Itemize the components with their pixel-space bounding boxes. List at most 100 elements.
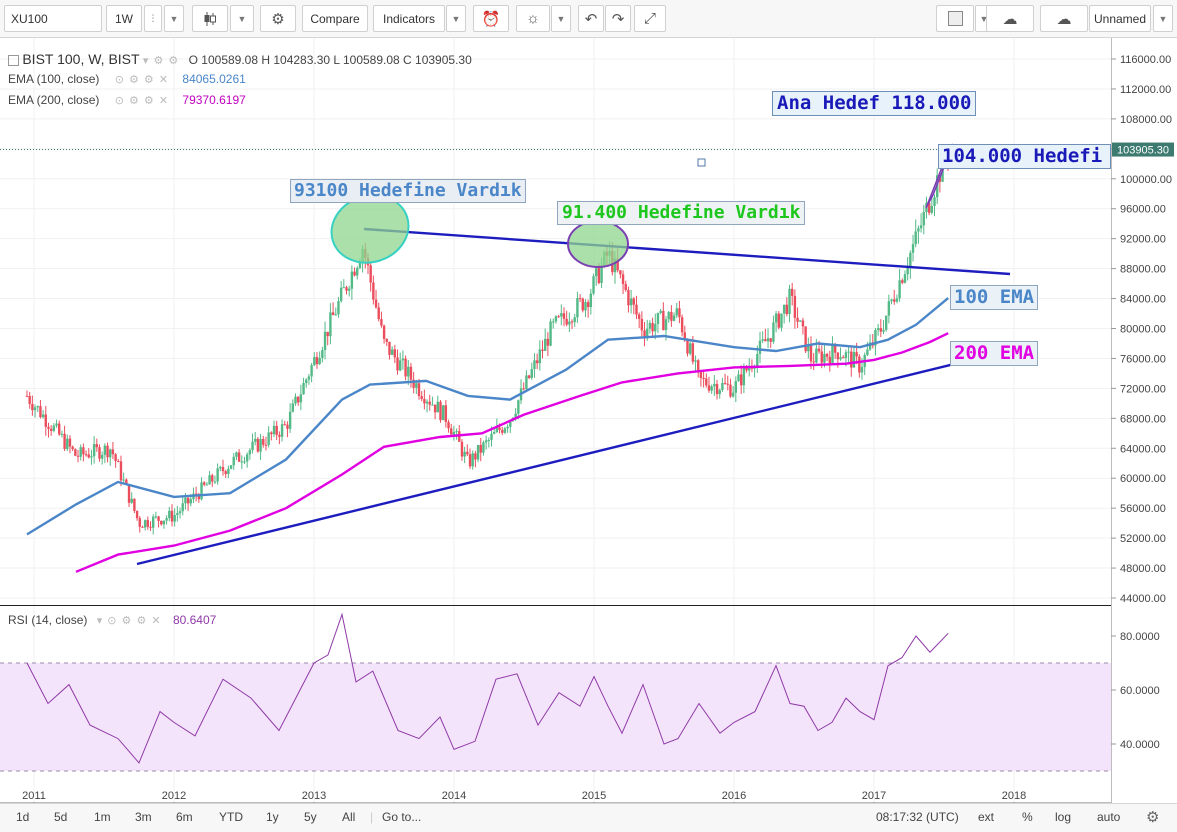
range-5d[interactable]: 5d xyxy=(54,810,68,824)
interval-more-icon[interactable]: ⋮ xyxy=(144,5,162,32)
interval-button[interactable]: 1W xyxy=(106,5,142,32)
candle-body xyxy=(876,328,880,331)
percent-toggle[interactable]: % xyxy=(1022,810,1033,824)
annotation-main-target[interactable]: Ana Hedef 118.000 xyxy=(772,91,977,116)
annotation-ema200[interactable]: 200 EMA xyxy=(950,341,1039,366)
candle-body xyxy=(58,423,61,435)
annotation-104000[interactable]: 104.000 Hedefi xyxy=(938,144,1111,169)
chart-area[interactable]: 44000.00 48000.00 52000.00 56000.00 60000.00… xyxy=(0,38,1177,803)
alarm-clock-icon[interactable]: ⏰ xyxy=(473,5,509,32)
candle-body xyxy=(731,392,735,397)
ema100-settings-icon[interactable]: ⊙ ⚙ ⚙ ✕ xyxy=(114,74,170,86)
price-tick-label: 108000.00 xyxy=(1120,114,1172,126)
color-square-icon[interactable] xyxy=(936,5,974,32)
range-3m[interactable]: 3m xyxy=(135,810,152,824)
candle-body xyxy=(503,428,507,433)
price-tick-label: 100000.00 xyxy=(1120,174,1172,186)
candle-body xyxy=(423,398,426,404)
rsi-axis[interactable]: 40.0000 60.0000 80.0000 xyxy=(1111,631,1160,751)
candle-body xyxy=(785,304,789,315)
cloud-upload-icon[interactable]: ☁ xyxy=(1040,5,1088,32)
range-6m[interactable]: 6m xyxy=(176,810,193,824)
indicators-button[interactable]: Indicators xyxy=(373,5,445,32)
candle-body xyxy=(509,420,512,427)
auto-toggle[interactable]: auto xyxy=(1097,810,1121,824)
ideas-dropdown-icon[interactable]: ▼ xyxy=(551,5,571,32)
rsi-settings-icon[interactable]: ▾ ⊙ ⚙ ⚙ ✕ xyxy=(96,615,162,627)
log-toggle[interactable]: log xyxy=(1055,810,1072,824)
range-ytd[interactable]: YTD xyxy=(219,810,243,824)
candle-body xyxy=(721,382,724,391)
annotation-91400[interactable]: 91.400 Hedefine Vardık xyxy=(557,201,806,225)
range-1d[interactable]: 1d xyxy=(16,810,30,824)
gear-icon[interactable]: ⚙ xyxy=(1146,809,1160,826)
gear-icon[interactable]: ⚙ xyxy=(260,5,296,32)
fullscreen-icon[interactable]: ⤢ xyxy=(634,5,666,32)
resistance-trendline[interactable] xyxy=(363,227,1011,276)
candle-body xyxy=(463,451,466,457)
candle-body xyxy=(450,428,453,435)
candle-body xyxy=(662,310,665,331)
support-trendline[interactable] xyxy=(136,342,1037,566)
candle-body xyxy=(380,319,383,326)
interval-dropdown-icon[interactable]: ▼ xyxy=(164,5,184,32)
candle-body xyxy=(296,396,300,403)
price-axis[interactable]: 44000.00 48000.00 52000.00 56000.00 60000.00… xyxy=(1111,54,1172,605)
candle-body xyxy=(356,268,359,276)
candle-body xyxy=(756,353,759,368)
undo-icon[interactable]: ↶ xyxy=(578,5,604,32)
candle-body xyxy=(321,350,324,358)
candle-body xyxy=(358,262,362,269)
candle-body xyxy=(538,349,542,364)
candle-body xyxy=(466,451,469,455)
cloud-download-icon[interactable]: ☁ xyxy=(986,5,1034,32)
goto-button[interactable]: Go to... xyxy=(382,810,422,824)
time-axis[interactable]: 2011 2012 2013 2014 2015 2016 2017 2018 xyxy=(22,790,1026,803)
chart-type-dropdown-icon[interactable]: ▼ xyxy=(230,5,254,32)
ema100-line[interactable] xyxy=(26,297,949,536)
time-tick-label: 2015 xyxy=(582,790,606,802)
candle-body xyxy=(586,302,590,308)
candle-body xyxy=(898,280,901,299)
lightbulb-icon[interactable]: ☼ xyxy=(516,5,550,32)
candle-body xyxy=(895,298,899,302)
candle-body xyxy=(135,510,139,519)
anchor-handle[interactable] xyxy=(697,158,706,167)
candles-icon[interactable] xyxy=(192,5,228,32)
range-1y[interactable]: 1y xyxy=(266,810,279,824)
range-all[interactable]: All xyxy=(342,810,356,824)
rsi-line[interactable] xyxy=(26,612,949,764)
candle-body xyxy=(262,439,265,445)
bottom-bar: 1d 5d 1m 3m 6m YTD 1y 5y All | Go to... … xyxy=(0,803,1177,832)
compare-label: Compare xyxy=(310,11,360,26)
candle-body xyxy=(41,414,45,418)
layout-name-button[interactable]: Unnamed xyxy=(1089,5,1151,32)
candle-body xyxy=(562,313,566,319)
compare-button[interactable]: Compare xyxy=(302,5,368,32)
legend-settings-icon[interactable]: ▾ ⚙ ⚙ xyxy=(142,55,180,67)
candle-body xyxy=(420,396,423,399)
redo-icon[interactable]: ↷ xyxy=(605,5,631,32)
range-5y[interactable]: 5y xyxy=(304,810,317,824)
candle-body xyxy=(326,331,329,337)
candle-body xyxy=(833,344,837,353)
highlight-ellipse-2015[interactable] xyxy=(567,220,629,268)
candle-body xyxy=(60,433,64,435)
candle-body xyxy=(44,414,47,427)
indicators-dropdown-icon[interactable]: ▼ xyxy=(446,5,466,32)
candle-body xyxy=(737,374,740,382)
candle-body xyxy=(597,268,601,284)
range-1m[interactable]: 1m xyxy=(94,810,111,824)
candle-body xyxy=(530,369,533,378)
collapse-icon[interactable] xyxy=(8,55,19,67)
ema200-settings-icon[interactable]: ⊙ ⚙ ⚙ ✕ xyxy=(114,95,170,107)
ema200-line[interactable] xyxy=(75,332,949,573)
candle-body xyxy=(460,441,464,457)
layout-dropdown-icon[interactable]: ▼ xyxy=(1153,5,1173,32)
annotation-ema100[interactable]: 100 EMA xyxy=(950,285,1039,310)
ext-toggle[interactable]: ext xyxy=(978,810,995,824)
annotation-93100[interactable]: 93100 Hedefine Vardık xyxy=(290,179,526,203)
symbol-search-input[interactable]: XU100 xyxy=(4,5,102,32)
last-price-text: 103905.30 xyxy=(1117,145,1169,157)
top-toolbar: XU100 1W ⋮ ▼ ▼ ⚙ Compare Indicators ▼ ⏰ … xyxy=(0,0,1177,38)
